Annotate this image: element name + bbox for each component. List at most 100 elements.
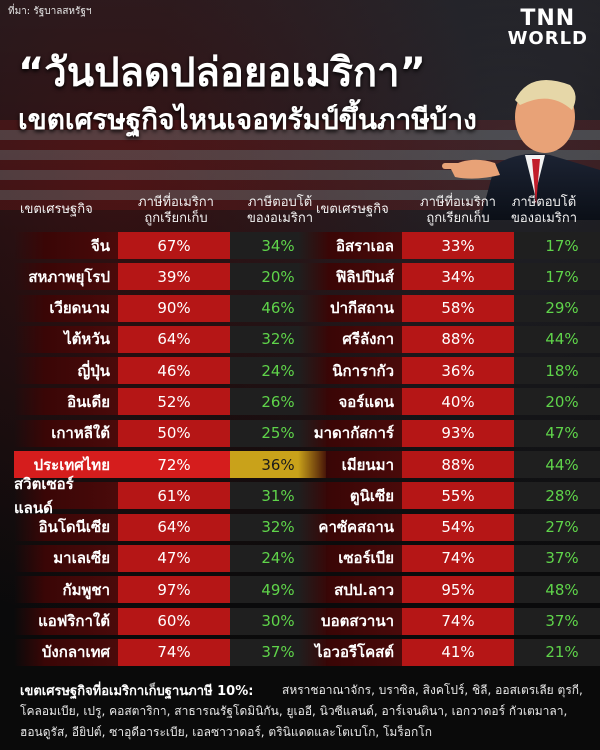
- us-tax-value: 54%: [402, 513, 514, 541]
- economy-name: ญี่ปุ่น: [14, 357, 118, 385]
- us-tax-value: 72%: [118, 451, 230, 479]
- economy-name: สวิตเซอร์แลนด์: [14, 475, 118, 517]
- us-tax-value: 58%: [402, 294, 514, 322]
- pointing-figure-image: [442, 80, 600, 220]
- table-row: ไอวอรีโคสต์ 41% 21%: [298, 638, 600, 666]
- table-row: สหภาพยุโรป 39% 20%: [14, 263, 326, 291]
- table-row: บังกลาเทศ 74% 37%: [14, 638, 326, 666]
- us-tax-value: 74%: [118, 638, 230, 666]
- left-table: จีน 67% 34% สหภาพยุโรป 39% 20% เวียดนาม 90% 46% ไ…: [14, 232, 326, 670]
- economy-name: เมียนมา: [298, 451, 402, 479]
- table-row: ตูนิเซีย 55% 28%: [298, 482, 600, 510]
- table-row: ไต้หวัน 64% 32%: [14, 325, 326, 353]
- us-tax-value: 36%: [402, 357, 514, 385]
- economy-name: ศรีลังกา: [298, 325, 402, 353]
- economy-name: ประเทศไทย: [14, 451, 118, 479]
- table-row: แอฟริกาใต้ 60% 30%: [14, 607, 326, 635]
- us-tax-value: 90%: [118, 294, 230, 322]
- response-tax-value: 21%: [514, 638, 600, 666]
- economy-name: มาดากัสการ์: [298, 419, 402, 447]
- header-economy-right: เขตเศรษฐกิจ: [316, 202, 389, 217]
- economy-name: อินเดีย: [14, 388, 118, 416]
- us-tax-value: 47%: [118, 544, 230, 572]
- us-tax-value: 60%: [118, 607, 230, 635]
- response-tax-value: 20%: [514, 388, 600, 416]
- tnn-world-logo: TNN WORLD: [508, 8, 588, 48]
- right-table: อิสราเอล 33% 17% ฟิลิปปินส์ 34% 17% ปากีสถาน 58…: [298, 232, 600, 670]
- economy-name: เกาหลีใต้: [14, 419, 118, 447]
- us-tax-value: 93%: [402, 419, 514, 447]
- footer-countries: สหราชอาณาจักร, บราซิล, สิงคโปร์, ชิลี, อ…: [20, 683, 583, 739]
- us-tax-value: 97%: [118, 576, 230, 604]
- table-row: ญี่ปุ่น 46% 24%: [14, 357, 326, 385]
- economy-name: ฟิลิปปินส์: [298, 263, 402, 291]
- response-tax-value: 48%: [514, 576, 600, 604]
- us-tax-value: 74%: [402, 607, 514, 635]
- header-response-left: ภาษีตอบโต้ ของอเมริกา: [246, 195, 313, 226]
- us-tax-value: 88%: [402, 451, 514, 479]
- response-tax-value: 29%: [514, 294, 600, 322]
- economy-name: กัมพูชา: [14, 576, 118, 604]
- table-row: อินเดีย 52% 26%: [14, 388, 326, 416]
- footer-title: เขตเศรษฐกิจที่อเมริกาเก็บฐานภาษี 10%:: [20, 684, 254, 699]
- header-us-tax-right: ภาษีที่อเมริกา ถูกเรียกเก็บ: [420, 195, 496, 226]
- us-tax-value: 33%: [402, 232, 514, 259]
- economy-name: เซอร์เบีย: [298, 544, 402, 572]
- table-row: ฟิลิปปินส์ 34% 17%: [298, 263, 600, 291]
- table-row: คาซัคสถาน 54% 27%: [298, 513, 600, 541]
- footer-note: เขตเศรษฐกิจที่อเมริกาเก็บฐานภาษี 10%: สห…: [0, 672, 600, 750]
- economy-name: มาเลเซีย: [14, 544, 118, 572]
- us-tax-value: 55%: [402, 482, 514, 510]
- table-row: สวิตเซอร์แลนด์ 61% 31%: [14, 475, 326, 517]
- response-tax-value: 27%: [514, 513, 600, 541]
- header-economy-left: เขตเศรษฐกิจ: [20, 202, 93, 217]
- us-tax-value: 34%: [402, 263, 514, 291]
- subheadline: เขตเศรษฐกิจไหนเจอทรัมป์ขึ้นภาษีบ้าง: [18, 103, 477, 136]
- table-row: จีน 67% 34%: [14, 232, 326, 259]
- economy-name: สปป.ลาว: [298, 576, 402, 604]
- response-tax-value: 28%: [514, 482, 600, 510]
- economy-name: แอฟริกาใต้: [14, 607, 118, 635]
- economy-name: ไอวอรีโคสต์: [298, 638, 402, 666]
- economy-name: ไต้หวัน: [14, 325, 118, 353]
- us-tax-value: 50%: [118, 419, 230, 447]
- economy-name: จอร์แดน: [298, 388, 402, 416]
- table-row: ศรีลังกา 88% 44%: [298, 325, 600, 353]
- response-tax-value: 17%: [514, 232, 600, 259]
- economy-name: คาซัคสถาน: [298, 513, 402, 541]
- response-tax-value: 44%: [514, 325, 600, 353]
- us-tax-value: 39%: [118, 263, 230, 291]
- table-row: นิการากัว 36% 18%: [298, 357, 600, 385]
- us-tax-value: 64%: [118, 325, 230, 353]
- logo-world: WORLD: [507, 28, 588, 49]
- table-row: ปากีสถาน 58% 29%: [298, 294, 600, 322]
- us-tax-value: 74%: [402, 544, 514, 572]
- table-row: เกาหลีใต้ 50% 25%: [14, 419, 326, 447]
- economy-name: สหภาพยุโรป: [14, 263, 118, 291]
- us-tax-value: 46%: [118, 357, 230, 385]
- us-tax-value: 64%: [118, 513, 230, 541]
- economy-name: เวียดนาม: [14, 294, 118, 322]
- table-row: อินโดนีเซีย 64% 32%: [14, 513, 326, 541]
- us-tax-value: 61%: [118, 482, 230, 510]
- economy-name: ตูนิเซีย: [298, 482, 402, 510]
- economy-name: ปากีสถาน: [298, 294, 402, 322]
- economy-name: อินโดนีเซีย: [14, 513, 118, 541]
- response-tax-value: 18%: [514, 357, 600, 385]
- header-response-right: ภาษีตอบโต้ ของอเมริกา: [510, 195, 577, 226]
- us-tax-value: 40%: [402, 388, 514, 416]
- us-tax-value: 41%: [402, 638, 514, 666]
- us-tax-value: 67%: [118, 232, 230, 259]
- table-row: สปป.ลาว 95% 48%: [298, 576, 600, 604]
- economy-name: อิสราเอล: [298, 232, 402, 259]
- table-row: มาดากัสการ์ 93% 47%: [298, 419, 600, 447]
- headline: “วันปลดปล่อยอเมริกา”: [18, 50, 426, 96]
- us-tax-value: 52%: [118, 388, 230, 416]
- table-row: ประเทศไทย 72% 36%: [14, 451, 326, 479]
- table-row: กัมพูชา 97% 49%: [14, 576, 326, 604]
- response-tax-value: 37%: [514, 544, 600, 572]
- table-row: เมียนมา 88% 44%: [298, 451, 600, 479]
- table-row: อิสราเอล 33% 17%: [298, 232, 600, 259]
- us-tax-value: 95%: [402, 576, 514, 604]
